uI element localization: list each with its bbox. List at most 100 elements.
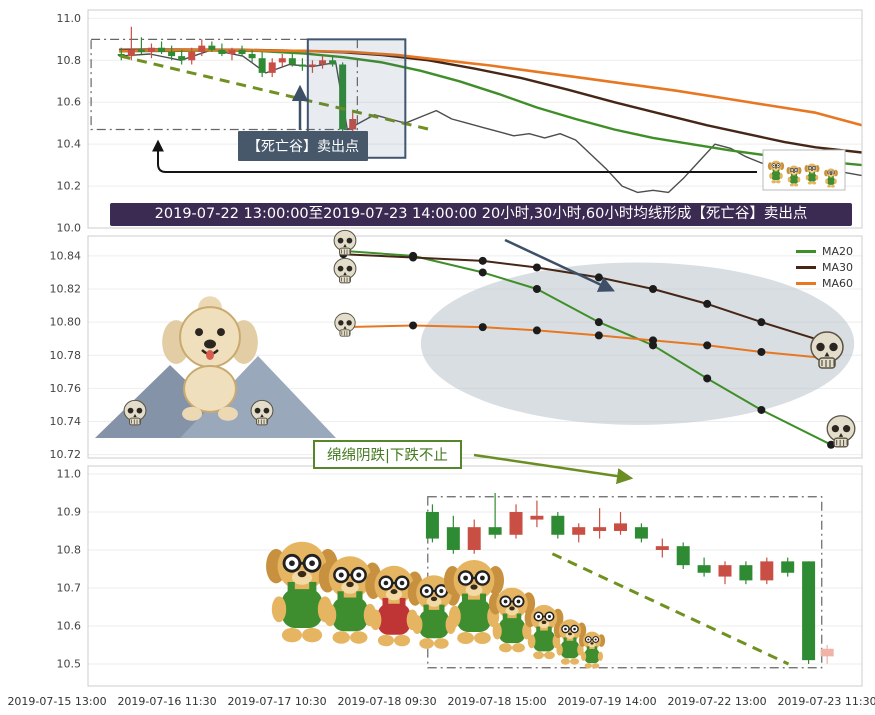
- data-point: [532, 326, 541, 335]
- candle-body: [718, 565, 732, 577]
- candle-body: [329, 60, 337, 65]
- y-tick-label: 10.5: [57, 657, 82, 670]
- x-tick-label: 2019-07-18 09:30: [337, 695, 437, 708]
- banner-arrow: [504, 238, 615, 292]
- data-point: [827, 440, 836, 449]
- candle-body: [572, 527, 586, 535]
- decline-arrow: [473, 453, 634, 485]
- trend-line: [551, 552, 790, 666]
- x-tick-label: 2019-07-16 11:30: [117, 695, 217, 708]
- x-tick-label: 2019-07-17 10:30: [227, 695, 327, 708]
- candle-body: [168, 51, 176, 57]
- data-point: [703, 299, 712, 308]
- data-point: [409, 253, 418, 262]
- data-point: [532, 263, 541, 272]
- mountain-icon: [180, 356, 336, 438]
- data-point: [478, 256, 487, 265]
- candle-body: [258, 58, 266, 73]
- legend-label: MA20: [822, 244, 854, 258]
- x-tick-label: 2019-07-23 11:30: [777, 695, 875, 708]
- y-tick-label: 10.8: [57, 543, 82, 556]
- legend: MA20 MA30 MA60: [796, 243, 853, 291]
- data-point: [594, 273, 603, 282]
- candle-body: [551, 515, 565, 535]
- highlight-ellipse: [420, 262, 855, 425]
- data-point: [478, 268, 487, 277]
- candle-body: [158, 47, 166, 52]
- candle-body: [676, 546, 690, 566]
- x-tick-label: 2019-07-15 13:00: [7, 695, 107, 708]
- y-tick-label: 10.8: [57, 54, 82, 67]
- data-point: [649, 285, 658, 294]
- candle-body: [349, 119, 357, 130]
- ma30-swatch: [796, 265, 816, 269]
- series-MA60: [118, 48, 863, 127]
- candle-body: [760, 561, 774, 581]
- candle-body: [288, 58, 296, 65]
- legend-label: MA30: [822, 260, 854, 274]
- candle-body: [339, 64, 347, 130]
- y-tick-label: 10.6: [57, 96, 82, 109]
- x-tick-label: 2019-07-19 14:00: [557, 695, 657, 708]
- candle-body: [198, 45, 206, 52]
- candle-body: [509, 511, 523, 535]
- data-point: [703, 341, 712, 350]
- candle-body: [530, 515, 544, 520]
- y-tick-label: 10.4: [57, 138, 82, 151]
- candle-body: [593, 527, 607, 531]
- candle-body: [655, 546, 669, 550]
- candle-body: [467, 527, 481, 550]
- y-tick-label: 10.78: [50, 349, 82, 362]
- y-tick-label: 10.7: [57, 581, 82, 594]
- candle-body: [278, 58, 286, 63]
- candle-body: [147, 47, 155, 52]
- candle-body: [446, 527, 460, 550]
- candle-body: [137, 49, 145, 52]
- candle-body: [319, 60, 327, 65]
- candle-body: [228, 49, 236, 55]
- y-tick-label: 10.84: [50, 249, 82, 262]
- candle-body: [425, 511, 439, 539]
- legend-item-ma60: MA60: [796, 275, 853, 291]
- callout-line: [152, 139, 757, 173]
- data-point: [757, 318, 766, 327]
- candle-body: [802, 561, 816, 661]
- ma60-swatch: [796, 281, 816, 285]
- y-tick-label: 10.76: [50, 382, 82, 395]
- dashdot-box: [427, 496, 823, 669]
- decline-label: 绵绵阴跌|下跌不止: [313, 440, 462, 469]
- candle-body: [298, 64, 306, 67]
- legend-label: MA60: [822, 276, 854, 290]
- y-tick-label: 10.72: [50, 448, 82, 461]
- candle-body: [634, 527, 648, 539]
- candle-body: [248, 54, 256, 59]
- y-tick-label: 10.2: [57, 180, 82, 193]
- y-tick-label: 11.0: [57, 12, 82, 25]
- data-point: [532, 285, 541, 294]
- candle-body: [208, 45, 216, 50]
- y-tick-label: 10.0: [57, 222, 82, 235]
- candle-body: [820, 648, 834, 657]
- data-point: [649, 336, 658, 345]
- data-point: [703, 374, 712, 383]
- candle-body: [614, 523, 628, 531]
- candle-body: [697, 565, 711, 573]
- y-tick-label: 10.6: [57, 619, 82, 632]
- candle-body: [218, 49, 226, 55]
- candle-body: [488, 527, 502, 535]
- trend-line: [120, 54, 431, 131]
- candle-body: [308, 64, 316, 67]
- candle-body: [268, 62, 276, 73]
- legend-item-ma30: MA30: [796, 259, 853, 275]
- data-point: [594, 331, 603, 340]
- data-point: [478, 323, 487, 332]
- hourly-kline-panel: 11.0 10.8 10.6 10.4 10.2 10.0: [57, 9, 863, 235]
- x-tick-label: 2019-07-18 15:00: [447, 695, 547, 708]
- candle-body: [178, 56, 186, 61]
- data-point: [409, 321, 418, 330]
- dashdot-box: [90, 38, 358, 131]
- candle-body: [781, 561, 795, 573]
- y-tick-label: 11.0: [57, 467, 82, 480]
- data-point: [757, 347, 766, 356]
